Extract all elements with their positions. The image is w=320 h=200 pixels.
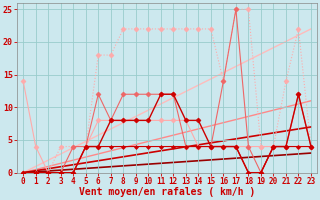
X-axis label: Vent moyen/en rafales ( km/h ): Vent moyen/en rafales ( km/h ) <box>79 187 255 197</box>
